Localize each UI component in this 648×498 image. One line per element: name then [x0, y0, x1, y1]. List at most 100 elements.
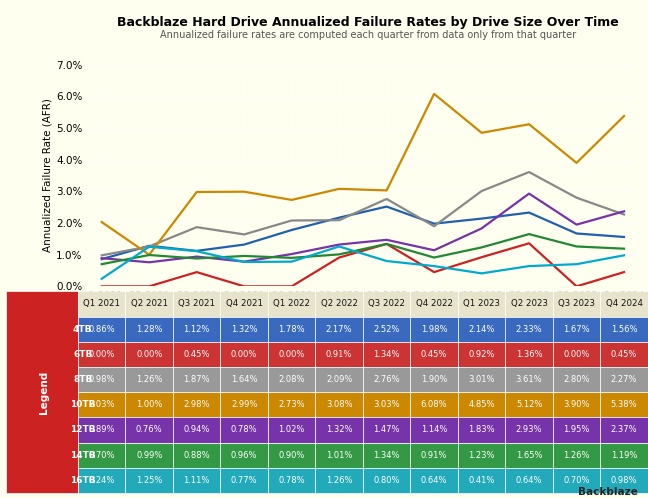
Text: 0.88%: 0.88%	[183, 451, 210, 460]
Text: 2.93%: 2.93%	[516, 425, 542, 434]
Text: 0.89%: 0.89%	[89, 425, 115, 434]
Text: 2.98%: 2.98%	[183, 400, 210, 409]
Text: 6.08%: 6.08%	[421, 400, 447, 409]
Text: Q3 2023: Q3 2023	[558, 299, 595, 308]
Text: 0.45%: 0.45%	[421, 350, 447, 359]
Text: 1.83%: 1.83%	[469, 425, 495, 434]
Text: 2.14%: 2.14%	[469, 325, 495, 334]
Text: 0.64%: 0.64%	[421, 476, 447, 485]
Text: 1.56%: 1.56%	[611, 325, 637, 334]
Text: 0.70%: 0.70%	[89, 451, 115, 460]
Text: 0.77%: 0.77%	[231, 476, 257, 485]
Text: 1.23%: 1.23%	[469, 451, 495, 460]
Text: 0.92%: 0.92%	[469, 350, 495, 359]
Text: 0.98%: 0.98%	[89, 375, 115, 384]
Text: 1.65%: 1.65%	[516, 451, 542, 460]
Text: 1.25%: 1.25%	[136, 476, 163, 485]
Text: 0.86%: 0.86%	[88, 325, 115, 334]
Text: 1.02%: 1.02%	[279, 425, 305, 434]
Text: 8TB: 8TB	[73, 375, 93, 384]
Text: 1.14%: 1.14%	[421, 425, 447, 434]
Text: 3.08%: 3.08%	[326, 400, 353, 409]
Text: Legend: Legend	[40, 371, 49, 414]
Text: 2.73%: 2.73%	[279, 400, 305, 409]
Text: 5.12%: 5.12%	[516, 400, 542, 409]
Text: 2.17%: 2.17%	[326, 325, 353, 334]
Text: 2.37%: 2.37%	[610, 425, 638, 434]
Text: 2.33%: 2.33%	[516, 325, 542, 334]
Text: 2.76%: 2.76%	[373, 375, 400, 384]
Text: 0.78%: 0.78%	[279, 476, 305, 485]
Text: 1.34%: 1.34%	[373, 350, 400, 359]
Text: 16TB: 16TB	[70, 476, 95, 485]
Text: 0.78%: 0.78%	[231, 425, 257, 434]
Text: 0.45%: 0.45%	[183, 350, 210, 359]
Text: 1.98%: 1.98%	[421, 325, 447, 334]
Text: 2.52%: 2.52%	[373, 325, 400, 334]
Y-axis label: Annualized Failure Rate (AFR): Annualized Failure Rate (AFR)	[42, 99, 52, 252]
Text: 2.27%: 2.27%	[611, 375, 637, 384]
Text: 1.11%: 1.11%	[183, 476, 210, 485]
Text: 0.41%: 0.41%	[469, 476, 495, 485]
Text: 1.47%: 1.47%	[373, 425, 400, 434]
Text: 1.12%: 1.12%	[183, 325, 210, 334]
Text: Q4 2022: Q4 2022	[415, 299, 452, 308]
Text: 1.00%: 1.00%	[136, 400, 163, 409]
Text: 1.34%: 1.34%	[373, 451, 400, 460]
Text: Backblaze: Backblaze	[579, 487, 638, 497]
Text: 1.78%: 1.78%	[279, 325, 305, 334]
Text: 2.09%: 2.09%	[326, 375, 353, 384]
Text: 3.61%: 3.61%	[516, 375, 542, 384]
Text: 3.03%: 3.03%	[373, 400, 400, 409]
Text: Q1 2021: Q1 2021	[83, 299, 121, 308]
Text: 0.64%: 0.64%	[516, 476, 542, 485]
Text: 12TB: 12TB	[70, 425, 95, 434]
Text: 14TB: 14TB	[70, 451, 96, 460]
Text: 1.19%: 1.19%	[611, 451, 637, 460]
Text: 0.96%: 0.96%	[231, 451, 257, 460]
Text: 1.90%: 1.90%	[421, 375, 447, 384]
Text: 4.85%: 4.85%	[469, 400, 495, 409]
Text: Q2 2022: Q2 2022	[321, 299, 358, 308]
Text: 0.00%: 0.00%	[231, 350, 257, 359]
Text: 0.80%: 0.80%	[373, 476, 400, 485]
Text: 10TB: 10TB	[70, 400, 95, 409]
Text: 0.94%: 0.94%	[183, 425, 210, 434]
Text: 4TB: 4TB	[73, 325, 93, 334]
Text: 3.01%: 3.01%	[469, 375, 495, 384]
Text: 1.87%: 1.87%	[183, 375, 210, 384]
Text: 1.26%: 1.26%	[563, 451, 590, 460]
Text: 1.36%: 1.36%	[516, 350, 542, 359]
Text: Backblaze Hard Drive Annualized Failure Rates by Drive Size Over Time: Backblaze Hard Drive Annualized Failure …	[117, 16, 619, 29]
Text: Annualized failure rates are computed each quarter from data only from that quar: Annualized failure rates are computed ea…	[159, 30, 576, 40]
Text: 2.03%: 2.03%	[89, 400, 115, 409]
Text: 0.00%: 0.00%	[89, 350, 115, 359]
Text: Q4 2024: Q4 2024	[605, 299, 643, 308]
Text: Q1 2022: Q1 2022	[273, 299, 310, 308]
Text: 0.91%: 0.91%	[421, 451, 447, 460]
Text: 0.90%: 0.90%	[279, 451, 305, 460]
Text: 1.32%: 1.32%	[326, 425, 353, 434]
Text: 1.01%: 1.01%	[326, 451, 353, 460]
Text: 0.99%: 0.99%	[136, 451, 163, 460]
Text: Q4 2021: Q4 2021	[226, 299, 262, 308]
Text: 0.24%: 0.24%	[89, 476, 115, 485]
Text: 0.45%: 0.45%	[611, 350, 637, 359]
Text: 0.98%: 0.98%	[611, 476, 637, 485]
Text: Q1 2023: Q1 2023	[463, 299, 500, 308]
Text: Q3 2021: Q3 2021	[178, 299, 215, 308]
Text: 1.64%: 1.64%	[231, 375, 257, 384]
Text: 1.28%: 1.28%	[136, 325, 163, 334]
Text: 1.26%: 1.26%	[326, 476, 353, 485]
Text: 2.99%: 2.99%	[231, 400, 257, 409]
Text: 0.00%: 0.00%	[279, 350, 305, 359]
Text: 6TB: 6TB	[73, 350, 93, 359]
Text: 1.26%: 1.26%	[136, 375, 163, 384]
Text: 2.80%: 2.80%	[563, 375, 590, 384]
Text: Q2 2021: Q2 2021	[131, 299, 168, 308]
Text: 5.38%: 5.38%	[610, 400, 638, 409]
Text: 3.90%: 3.90%	[563, 400, 590, 409]
Text: Q3 2022: Q3 2022	[368, 299, 405, 308]
Text: 1.67%: 1.67%	[563, 325, 590, 334]
Text: 0.91%: 0.91%	[326, 350, 353, 359]
